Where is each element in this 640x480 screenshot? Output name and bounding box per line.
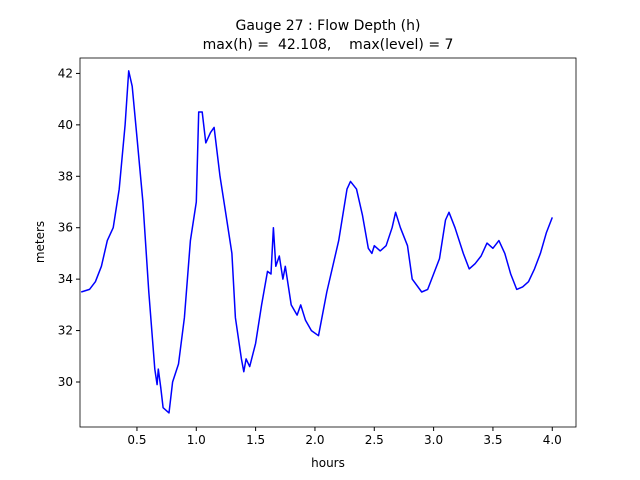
- x-axis-label: hours: [311, 456, 345, 470]
- x-tick-label: 2.5: [365, 433, 384, 447]
- data-line: [80, 70, 553, 414]
- chart-subtitle: max(h) = 42.108, max(level) = 7: [203, 37, 454, 53]
- y-tick-label: 40: [58, 118, 73, 132]
- x-tick-label: 2.0: [305, 433, 324, 447]
- y-tick-label: 30: [58, 375, 73, 389]
- chart-title: Gauge 27 : Flow Depth (h): [236, 18, 421, 34]
- y-tick-label: 42: [58, 66, 73, 80]
- plot-frame: [79, 57, 577, 428]
- x-tick-label: 3.5: [483, 433, 502, 447]
- y-tick-label: 36: [58, 221, 73, 235]
- y-tick-label: 32: [58, 324, 73, 338]
- x-tick-label: 1.5: [246, 433, 265, 447]
- y-tick-label: 38: [58, 169, 73, 183]
- x-tick-label: 4.0: [543, 433, 562, 447]
- x-tick-label: 0.5: [127, 433, 146, 447]
- y-axis-label: meters: [33, 221, 47, 263]
- x-tick-label: 3.0: [424, 433, 443, 447]
- y-tick-label: 34: [58, 272, 73, 286]
- x-tick-label: 1.0: [187, 433, 206, 447]
